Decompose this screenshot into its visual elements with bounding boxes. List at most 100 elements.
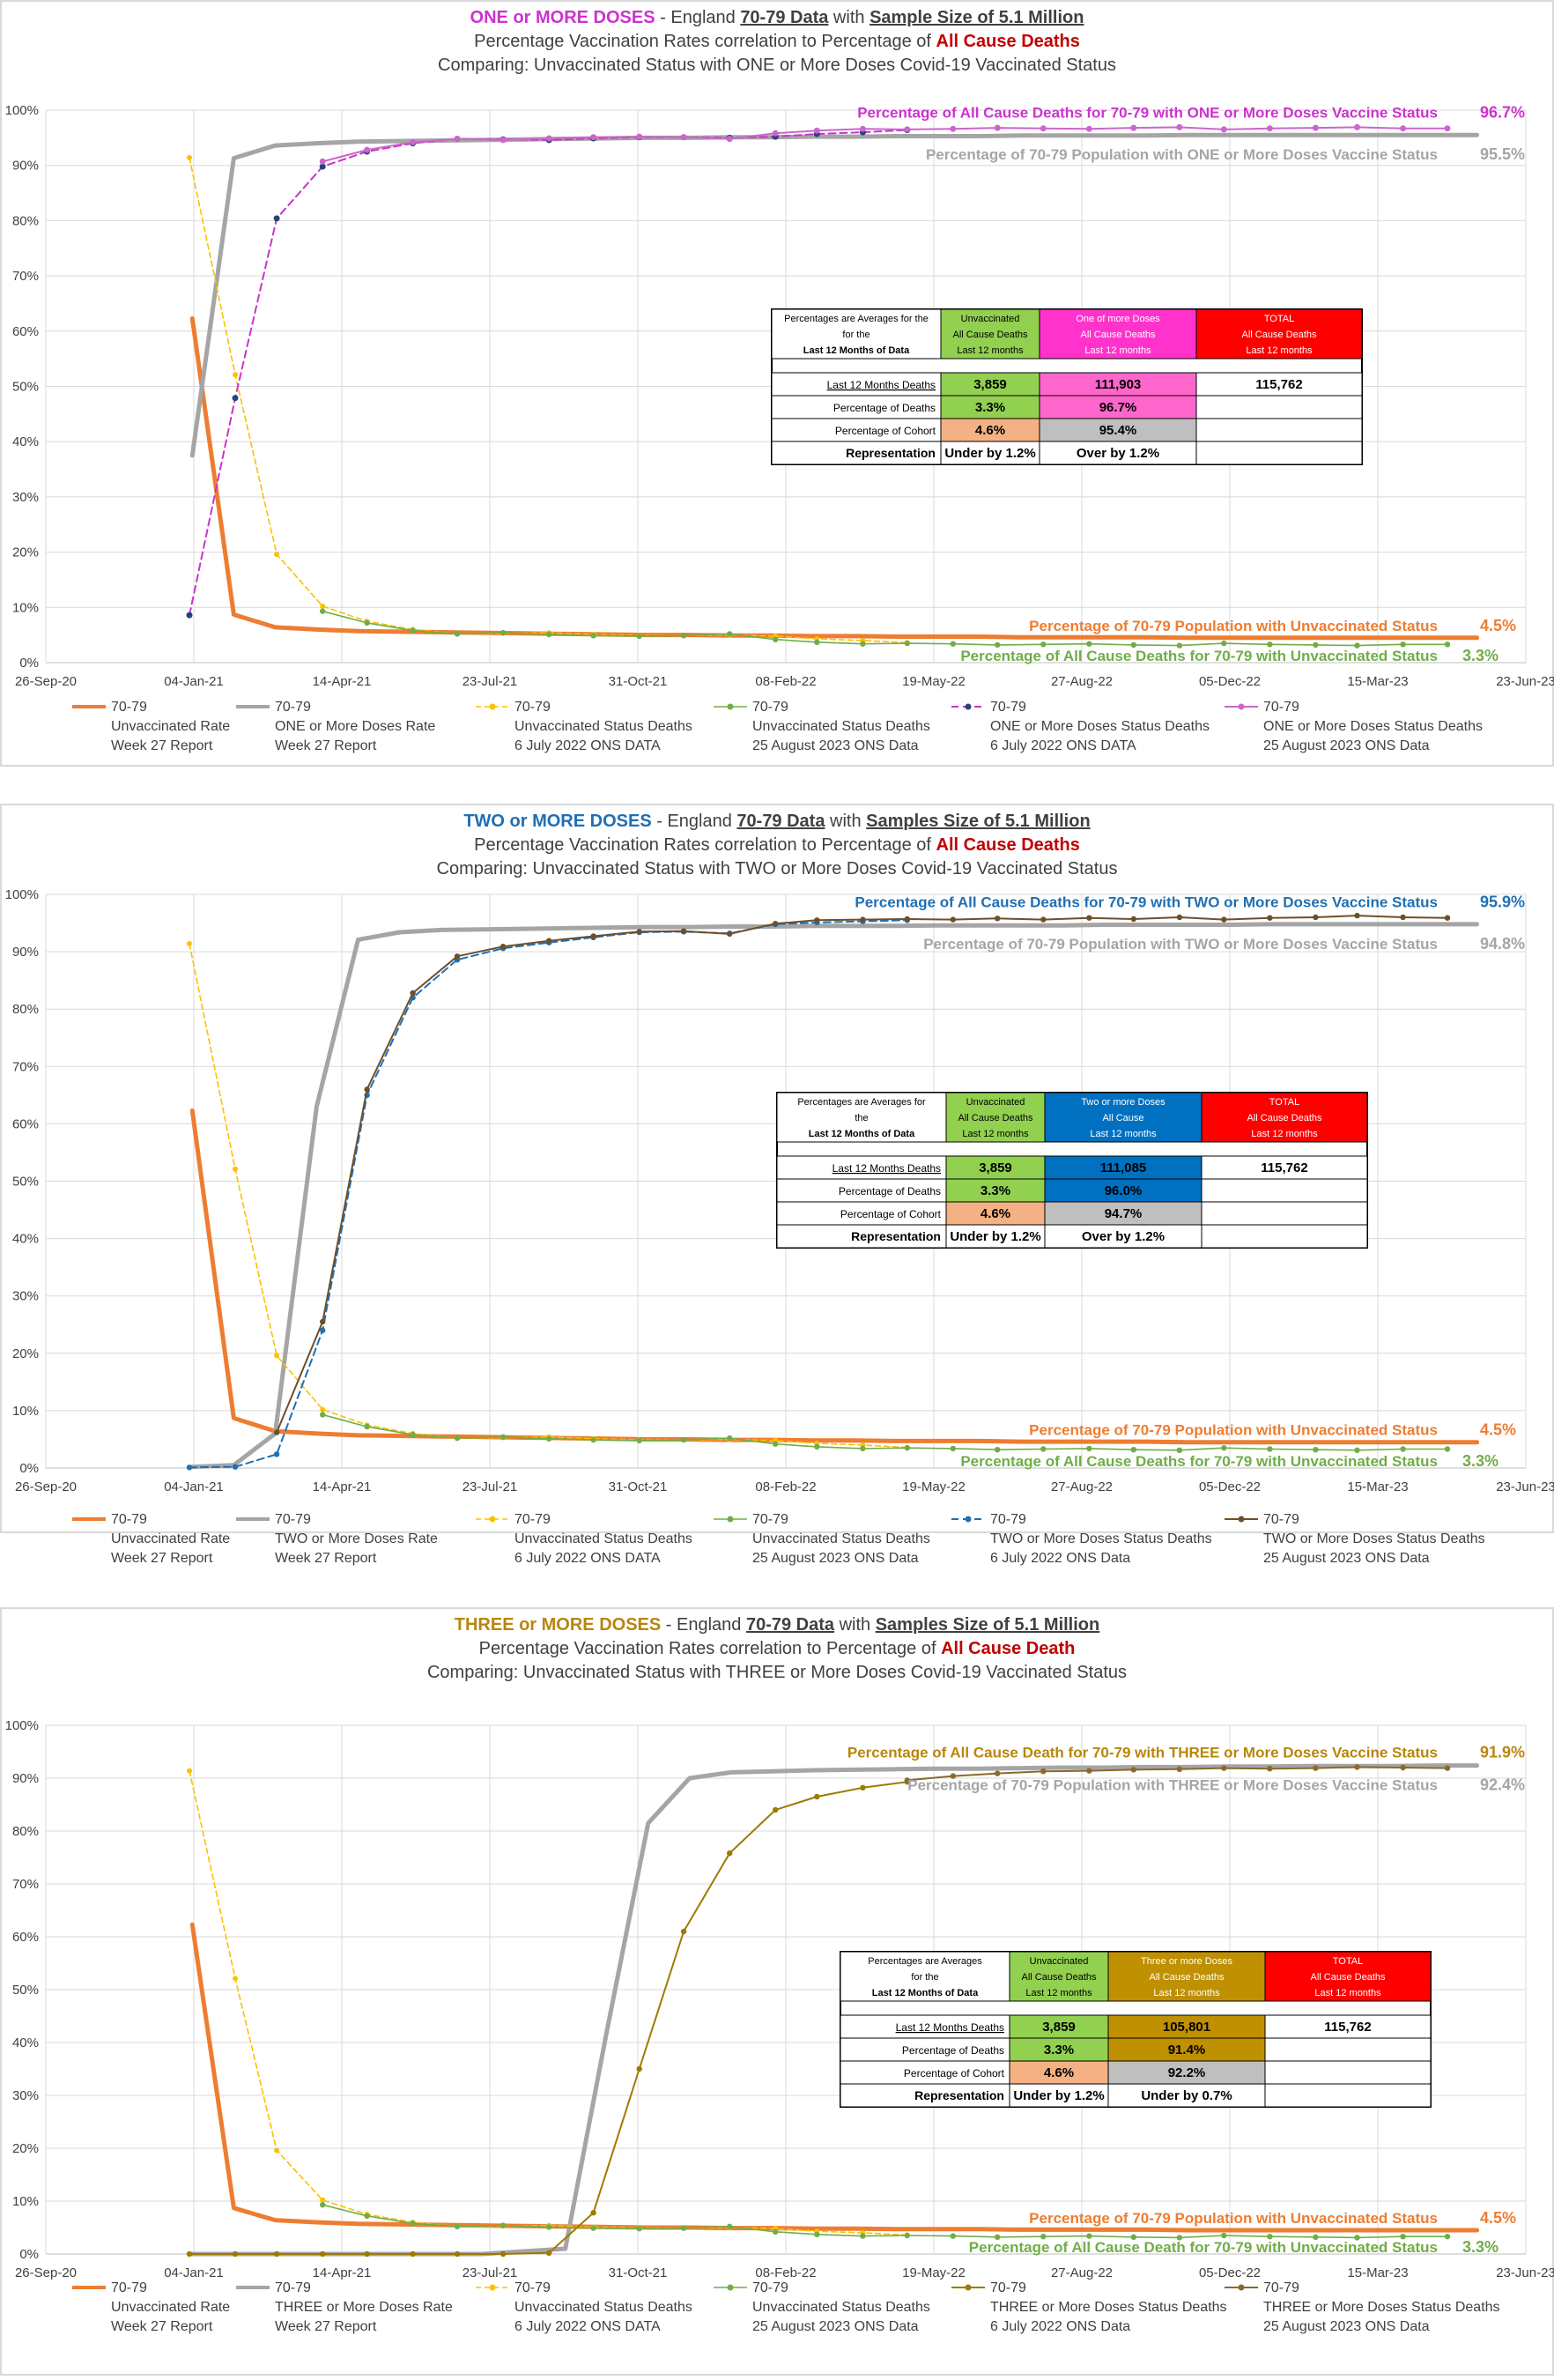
x-tick-label: 19-May-22 (902, 2265, 966, 2280)
table-cell (1201, 1201, 1368, 1226)
table-header-text: Last 12 months (962, 1129, 1029, 1139)
y-tick-label: 30% (12, 1289, 39, 1304)
legend-label: 6 July 2022 ONS Data (990, 2319, 1130, 2334)
chart-title: TWO or MORE DOSES - England 70-79 Data w… (463, 812, 1090, 831)
x-tick-label: 23-Jun-23 (1496, 674, 1554, 689)
data-point (1444, 915, 1451, 921)
table-cell-text: 96.7% (1099, 400, 1137, 415)
legend-label: TWO or More Doses Status Deaths (1263, 1531, 1485, 1546)
table-header-cell (940, 308, 1040, 360)
table-cell (1201, 1178, 1368, 1203)
y-tick-label: 100% (5, 1718, 39, 1733)
legend-label: Unvaccinated Rate (111, 1531, 230, 1546)
data-point (727, 1435, 733, 1442)
table-cell-text: Under by 1.2% (944, 446, 1035, 461)
subtitle-highlight: All Cause Death (941, 1639, 1075, 1658)
annotation-label: Percentage of 70-79 Population with Unva… (1029, 618, 1438, 634)
data-point (1267, 915, 1273, 921)
table-header-text: All Cause Deaths (953, 330, 1028, 340)
data-point (860, 1784, 866, 1791)
data-point (274, 552, 280, 558)
table-cell (1044, 1224, 1202, 1249)
data-point (773, 1806, 779, 1813)
table-header-text: for the (842, 330, 870, 340)
title-title-part4: with (834, 1615, 876, 1635)
data-point (1176, 914, 1183, 921)
x-tick-label: 26-Sep-20 (15, 674, 77, 689)
table-cell-text: Percentage of Deaths (902, 2044, 1004, 2057)
data-point (1313, 1447, 1319, 1453)
series-line-one-2023 (322, 126, 1448, 163)
table-cell (1107, 2083, 1266, 2108)
x-tick-label: 08-Feb-22 (755, 1479, 816, 1494)
data-point (1313, 641, 1319, 649)
table-cell-text: 3.3% (980, 1183, 1010, 1198)
data-point (860, 2233, 866, 2239)
series-line-unvax-rate (189, 1922, 1480, 2233)
data-point (410, 1432, 416, 1438)
annotation-value: 95.5% (1480, 145, 1525, 163)
data-point (950, 2233, 957, 2239)
annotation-label: Percentage of 70-79 Population with TWO … (923, 936, 1438, 953)
subtitle-text: Percentage Vaccination Rates correlation… (474, 32, 936, 51)
table-cell-text: 115,762 (1261, 1160, 1307, 1175)
subtitle-text: Percentage Vaccination Rates correlation… (474, 835, 936, 855)
y-tick-label: 10% (12, 600, 39, 615)
table-header-text: All Cause Deaths (1081, 330, 1156, 340)
data-point (274, 1353, 280, 1359)
table-header-text: Last 12 months (957, 345, 1024, 356)
legend-marker (727, 703, 734, 710)
data-point (773, 2228, 779, 2235)
data-point (546, 1435, 552, 1442)
table-cell (771, 441, 942, 465)
summary-table: Percentages are Averages for the for the L… (771, 308, 1363, 465)
data-point (995, 1770, 1001, 1776)
data-point (860, 916, 866, 923)
data-point (950, 1445, 957, 1452)
legend-label: ONE or More Doses Rate (275, 719, 435, 734)
data-point (1312, 124, 1319, 131)
data-point (500, 2222, 507, 2228)
table-cell-text: 96.0% (1105, 1183, 1143, 1198)
y-tick-label: 0% (19, 1461, 39, 1476)
x-tick-label: 04-Jan-21 (164, 674, 224, 689)
table-cell-text: 92.2% (1168, 2065, 1206, 2080)
table-cell (1107, 2060, 1266, 2085)
data-point (364, 2213, 370, 2219)
table-cell-text: Under by 1.2% (950, 1229, 1040, 1244)
table-header-text: Last 12 Months of Data (809, 1129, 915, 1139)
x-tick-label: 31-Oct-21 (609, 2265, 668, 2280)
legend-label: 70-79 (275, 2280, 311, 2295)
table-cell-text: Under by 1.2% (1013, 2088, 1104, 2103)
data-point (1220, 126, 1227, 133)
x-tick-label: 27-Aug-22 (1051, 1479, 1113, 1494)
data-point (364, 1423, 370, 1430)
table-cell-text: Percentage of Cohort (835, 425, 936, 437)
data-point (410, 990, 416, 997)
data-point (995, 2234, 1001, 2240)
data-point (232, 1464, 239, 1470)
series-line-vax-rate (189, 922, 1480, 1470)
legend-label: ONE or More Doses Status Deaths (1263, 719, 1483, 734)
table-cell-text: 3,859 (979, 1160, 1012, 1175)
data-point (454, 631, 461, 637)
x-tick-label: 19-May-22 (902, 674, 966, 689)
legend-marker (489, 2284, 496, 2291)
series-line-unvax-deaths-2023 (322, 2204, 1448, 2239)
table-cell (840, 2037, 1010, 2062)
x-tick-label: 08-Feb-22 (755, 674, 816, 689)
table-cell-text: Under by 0.7% (1141, 2088, 1232, 2103)
data-point (1221, 2232, 1227, 2239)
legend-marker (965, 2284, 972, 2291)
legend-label: Unvaccinated Status Deaths (514, 1531, 692, 1546)
data-point (904, 640, 911, 647)
table-cell (776, 1155, 947, 1180)
x-tick-label: 23-Jun-23 (1496, 2265, 1554, 2280)
title-title-part5: Samples Size of 5.1 Million (876, 1615, 1100, 1635)
y-tick-label: 70% (12, 269, 39, 284)
legend-label: 25 August 2023 ONS Data (752, 2319, 919, 2334)
table-header-text: Last 12 months (1246, 345, 1313, 356)
table-cell-text: Over by 1.2% (1077, 446, 1159, 461)
data-point (904, 1445, 911, 1451)
data-point (904, 126, 911, 133)
